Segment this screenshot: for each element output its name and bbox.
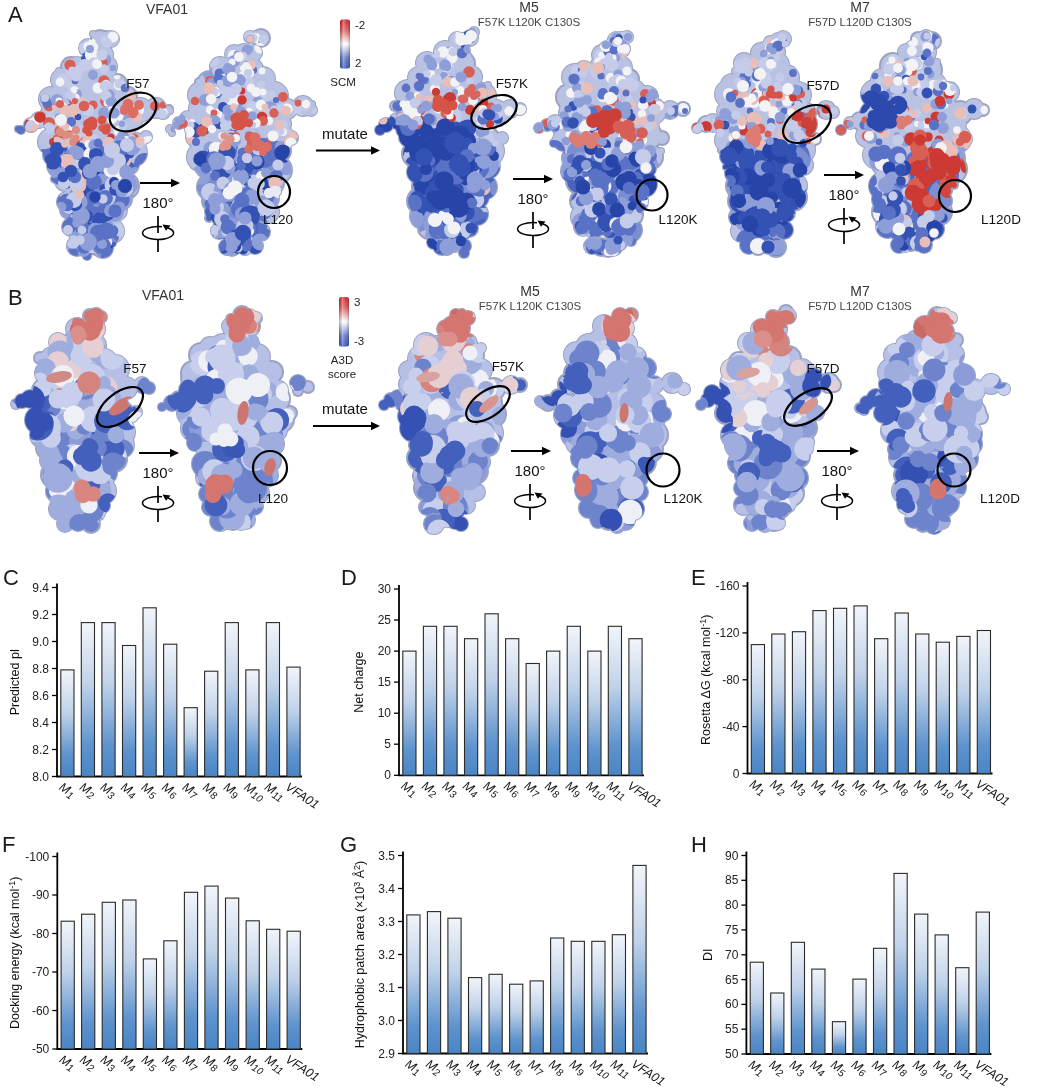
svg-text:F57D: F57D <box>806 361 839 376</box>
svg-text:85: 85 <box>725 873 739 887</box>
svg-text:30: 30 <box>378 582 392 596</box>
svg-text:F57K L120K C130S: F57K L120K C130S <box>478 16 581 28</box>
svg-text:F57K L120K C130S: F57K L120K C130S <box>479 300 582 312</box>
svg-text:180°: 180° <box>142 464 173 481</box>
svg-text:M5: M5 <box>520 283 540 299</box>
svg-text:-80: -80 <box>722 673 740 687</box>
svg-text:L120: L120 <box>263 212 293 227</box>
svg-text:A: A <box>8 2 23 27</box>
svg-text:-60: -60 <box>32 1004 50 1018</box>
svg-text:-40: -40 <box>722 720 740 734</box>
svg-text:8.4: 8.4 <box>32 716 49 730</box>
svg-text:F57: F57 <box>126 76 149 91</box>
svg-text:8.2: 8.2 <box>32 743 49 757</box>
svg-text:8.0: 8.0 <box>32 770 49 784</box>
svg-text:3.2: 3.2 <box>378 948 395 962</box>
svg-text:-2: -2 <box>355 19 365 31</box>
svg-text:180°: 180° <box>828 186 859 203</box>
svg-text:5: 5 <box>384 737 391 751</box>
svg-text:9.4: 9.4 <box>32 581 49 595</box>
svg-text:-3: -3 <box>354 335 364 347</box>
svg-text:L120D: L120D <box>981 212 1021 227</box>
svg-text:75: 75 <box>725 923 739 937</box>
svg-text:Rosetta ΔG (kcal mol-1): Rosetta ΔG (kcal mol-1) <box>698 615 713 745</box>
svg-text:score: score <box>328 368 356 380</box>
svg-text:0: 0 <box>733 767 740 781</box>
svg-text:3: 3 <box>354 296 360 308</box>
svg-text:Docking energy (kcal mol-1): Docking energy (kcal mol-1) <box>7 877 22 1030</box>
svg-text:180°: 180° <box>517 190 548 207</box>
svg-text:A3D: A3D <box>331 354 353 366</box>
svg-text:-50: -50 <box>32 1042 50 1056</box>
svg-text:F: F <box>2 832 15 857</box>
svg-text:180°: 180° <box>821 462 852 479</box>
svg-text:3.1: 3.1 <box>378 981 395 995</box>
svg-text:M7: M7 <box>850 283 870 299</box>
svg-text:-80: -80 <box>32 927 50 941</box>
svg-text:2.9: 2.9 <box>378 1047 395 1061</box>
svg-text:-100: -100 <box>25 850 49 864</box>
svg-text:L120: L120 <box>258 491 288 506</box>
svg-text:55: 55 <box>725 1022 739 1036</box>
svg-text:VFA01: VFA01 <box>146 1 188 17</box>
svg-text:mutate: mutate <box>322 125 368 142</box>
svg-text:C: C <box>3 565 19 590</box>
svg-text:8.6: 8.6 <box>32 689 49 703</box>
svg-text:F57: F57 <box>123 361 146 376</box>
svg-text:20: 20 <box>378 644 392 658</box>
svg-text:F57D L120D C130S: F57D L120D C130S <box>808 16 912 28</box>
svg-text:3.4: 3.4 <box>378 882 395 896</box>
svg-text:80: 80 <box>725 898 739 912</box>
svg-text:L120K: L120K <box>658 212 697 227</box>
svg-text:G: G <box>340 832 357 857</box>
svg-text:65: 65 <box>725 973 739 987</box>
svg-text:B: B <box>8 285 23 310</box>
svg-text:-90: -90 <box>32 888 50 902</box>
svg-text:-160: -160 <box>715 579 739 593</box>
svg-text:70: 70 <box>725 948 739 962</box>
svg-text:SCM: SCM <box>330 76 356 88</box>
svg-text:8.8: 8.8 <box>32 662 49 676</box>
svg-text:F57D L120D C130S: F57D L120D C130S <box>808 300 912 312</box>
svg-text:F57D: F57D <box>806 78 839 93</box>
svg-text:M5: M5 <box>519 0 539 15</box>
svg-text:VFA01: VFA01 <box>142 287 184 303</box>
svg-text:F57K: F57K <box>492 359 524 374</box>
svg-text:60: 60 <box>725 997 739 1011</box>
svg-text:F57K: F57K <box>496 76 528 91</box>
svg-text:180°: 180° <box>142 194 173 211</box>
svg-text:3.5: 3.5 <box>378 849 395 863</box>
svg-text:E: E <box>691 565 706 590</box>
svg-text:Net charge: Net charge <box>352 651 366 712</box>
svg-text:DI: DI <box>701 949 715 962</box>
svg-text:L120K: L120K <box>663 491 702 506</box>
svg-text:-120: -120 <box>715 626 739 640</box>
svg-text:M7: M7 <box>850 0 870 15</box>
svg-text:H: H <box>691 832 707 857</box>
svg-text:9.0: 9.0 <box>32 635 49 649</box>
svg-text:10: 10 <box>378 706 392 720</box>
svg-text:0: 0 <box>384 768 391 782</box>
svg-text:Hydrophobic patch area (×103 Å: Hydrophobic patch area (×103 Å2) <box>352 861 367 1049</box>
svg-text:50: 50 <box>725 1047 739 1061</box>
svg-text:mutate: mutate <box>322 400 368 417</box>
svg-text:-70: -70 <box>32 965 50 979</box>
svg-text:3.3: 3.3 <box>378 915 395 929</box>
svg-text:3.0: 3.0 <box>378 1014 395 1028</box>
svg-text:Predicted pI: Predicted pI <box>8 649 22 716</box>
svg-text:D: D <box>341 565 357 590</box>
svg-text:L120D: L120D <box>980 491 1020 506</box>
svg-text:2: 2 <box>355 57 361 69</box>
svg-text:15: 15 <box>378 675 392 689</box>
svg-text:25: 25 <box>378 613 392 627</box>
svg-text:9.2: 9.2 <box>32 608 49 622</box>
svg-text:90: 90 <box>725 849 739 863</box>
svg-text:180°: 180° <box>514 462 545 479</box>
